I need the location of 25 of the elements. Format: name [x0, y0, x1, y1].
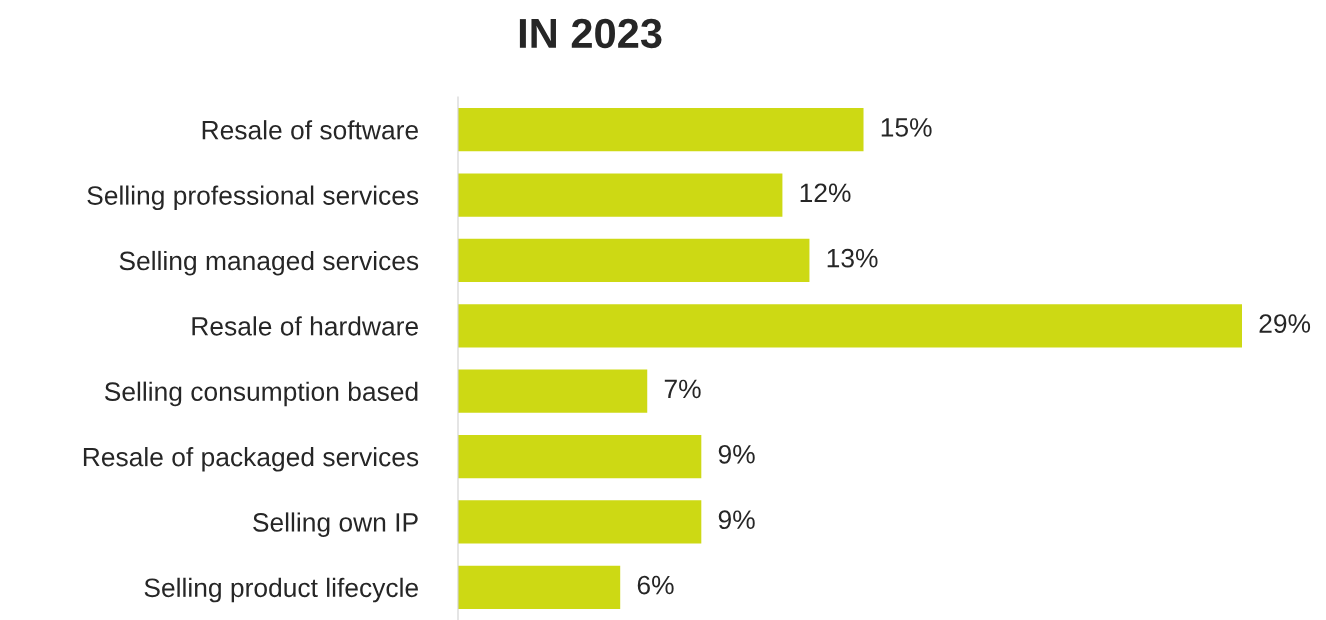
data-label: 9%	[718, 444, 755, 464]
y-tick-label: Resale of hardware	[192, 316, 418, 336]
bar	[458, 108, 864, 152]
data-label: 7%	[664, 379, 701, 399]
y-tick-label: Selling product lifecycle	[144, 577, 418, 603]
bar	[458, 238, 810, 283]
bar	[458, 369, 648, 413]
bar	[458, 565, 621, 609]
data-label: 12%	[800, 183, 851, 203]
data-label: 9%	[718, 510, 755, 530]
data-label: 29%	[1259, 314, 1311, 333]
bar	[458, 173, 783, 217]
y-tick-label: Selling consumption based	[104, 381, 418, 407]
bar	[458, 304, 1242, 348]
y-tick-label: Resale of software	[202, 120, 418, 140]
y-tick-label: Selling own IP	[253, 512, 418, 537]
data-label: 13%	[827, 248, 878, 268]
bar	[458, 500, 702, 544]
bar	[458, 434, 702, 479]
y-tick-label: Selling professional services	[87, 185, 419, 211]
y-tick-label: Resale of packaged services	[83, 447, 419, 472]
data-label: 15%	[881, 118, 932, 137]
chart-title: IN 2023	[519, 18, 662, 49]
y-tick-label: Selling managed services	[119, 250, 419, 276]
data-label: 6%	[637, 575, 674, 595]
